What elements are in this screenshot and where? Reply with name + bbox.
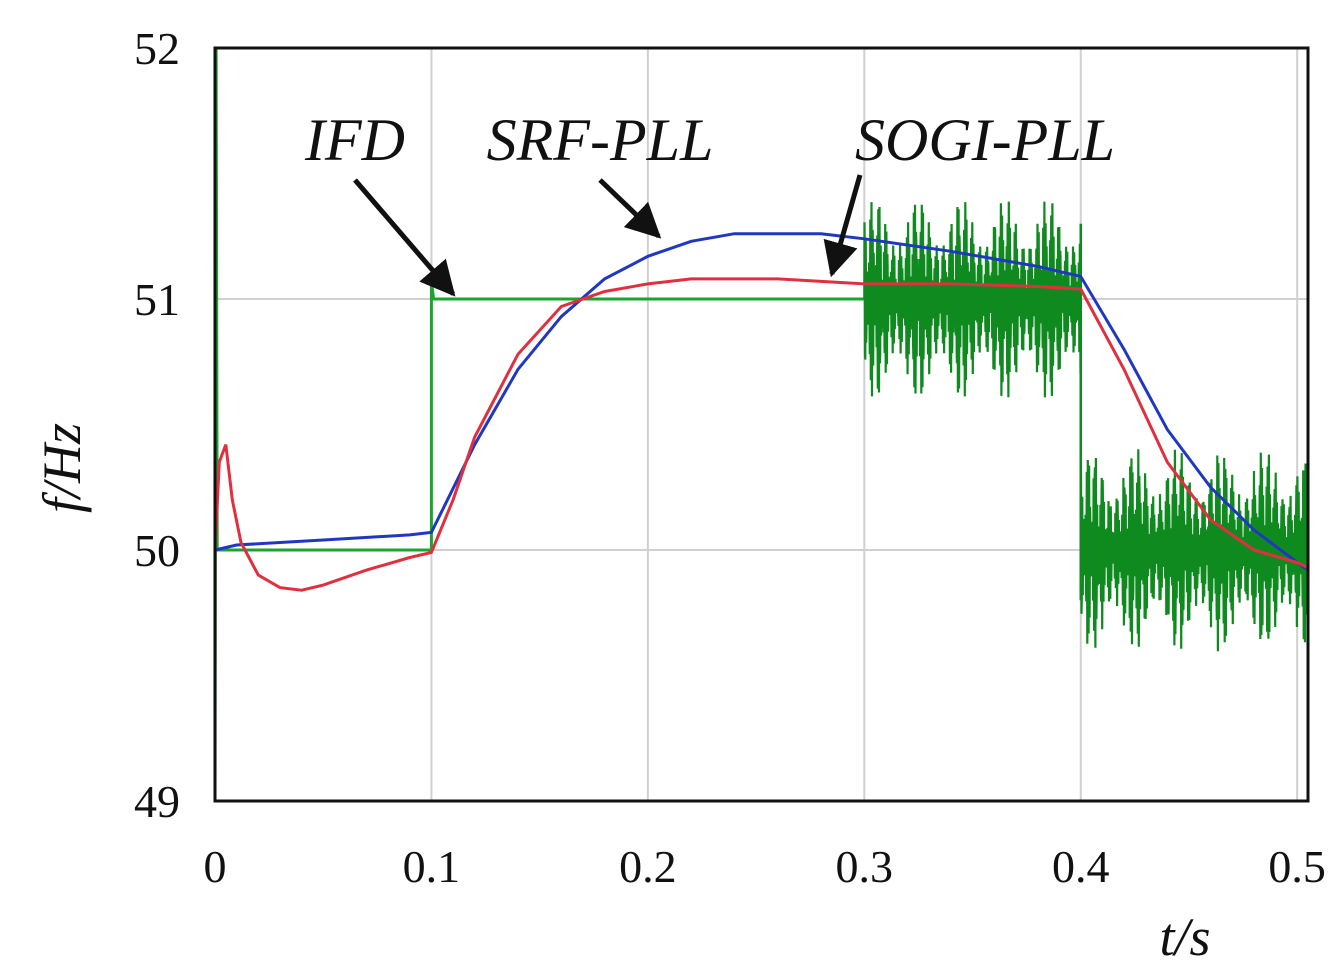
annotations: IFD SRF-PLL SOGI-PLL (304, 107, 1115, 297)
series-ifd-segment (1079, 449, 1310, 652)
annotation-srf-pll-label: SRF-PLL (487, 107, 714, 173)
annotation-ifd-label: IFD (304, 107, 405, 173)
annotation-sogi-pll-label: SOGI-PLL (855, 107, 1115, 173)
x-tick-label: 0.3 (836, 841, 894, 892)
y-tick-label: 50 (134, 525, 180, 576)
plot-frame (213, 46, 1310, 803)
y-tick-label: 52 (134, 23, 180, 74)
x-tick-labels: 0 0.1 0.2 0.3 0.4 0.5 (204, 841, 1326, 892)
x-tick-label: 0.5 (1268, 841, 1326, 892)
x-tick-label: 0.2 (619, 841, 677, 892)
annotation-arrow (823, 174, 863, 278)
x-tick-label: 0.1 (403, 841, 461, 892)
series-srf-pll (214, 232, 1309, 572)
x-axis-label: t/s (1159, 907, 1210, 967)
y-axis-label: f/Hz (32, 423, 92, 513)
x-tick-label: 0.4 (1052, 841, 1110, 892)
x-tick-label: 0 (204, 841, 227, 892)
y-tick-labels: 49 50 51 52 (134, 23, 180, 827)
y-tick-label: 51 (134, 274, 180, 325)
y-tick-label: 49 (134, 776, 180, 827)
annotation-arrow (598, 178, 662, 239)
series-lines (213, 47, 1310, 802)
annotation-arrow (353, 178, 456, 297)
series-ifd-segment (863, 201, 1082, 398)
series-sogi-pll (213, 277, 1309, 592)
